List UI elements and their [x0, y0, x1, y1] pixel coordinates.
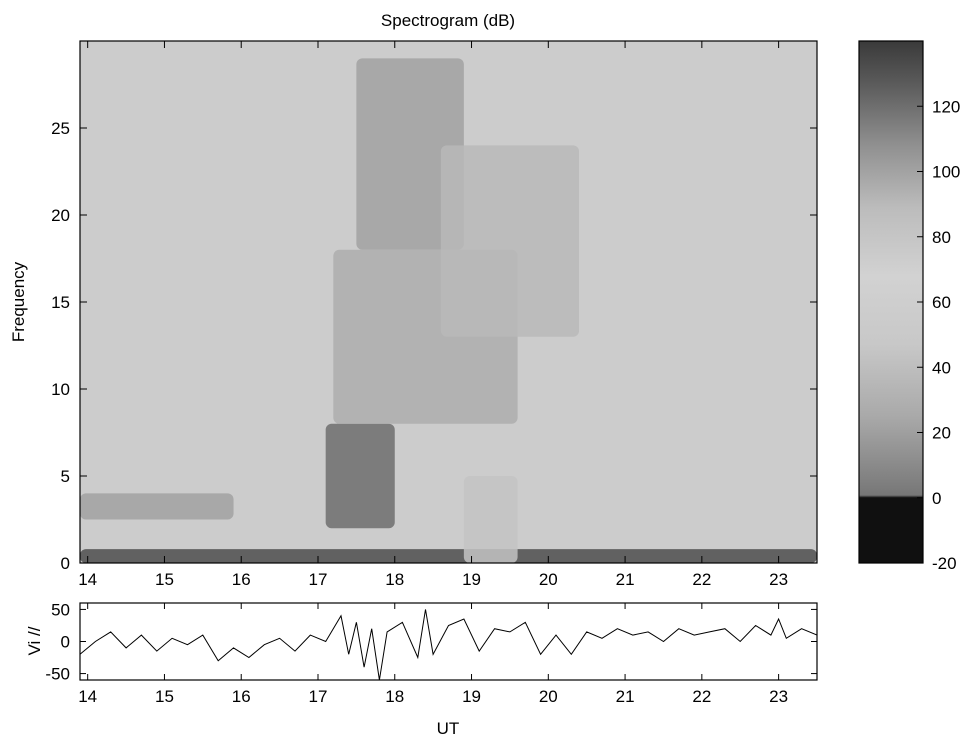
velocity-x-tick-label: 22: [692, 687, 711, 706]
colorbar-tick-label: 80: [932, 228, 951, 247]
y-axis-label-frequency: Frequency: [9, 261, 28, 342]
velocity-y-tick-label: 50: [51, 600, 70, 619]
velocity-x-tick-label: 16: [232, 687, 251, 706]
spectrogram-x-tick-label: 17: [309, 570, 328, 589]
colorbar-tick-label: 0: [932, 489, 941, 508]
velocity-x-tick-label: 23: [769, 687, 788, 706]
colorbar-tick-label: 120: [932, 97, 960, 116]
velocity-x-tick-label: 14: [78, 687, 97, 706]
velocity-x-tick-label: 15: [155, 687, 174, 706]
velocity-x-tick-label: 21: [616, 687, 635, 706]
colorbar-tick-label: 20: [932, 424, 951, 443]
spectrogram-x-tick-label: 23: [769, 570, 788, 589]
colorbar: -20 0 20 40 60 80 100 120: [858, 40, 960, 573]
velocity-x-tick-label: 19: [462, 687, 481, 706]
velocity-x-tick-label: 20: [539, 687, 558, 706]
colorbar-fill: [859, 41, 923, 563]
spectrogram-x-tick-label: 22: [692, 570, 711, 589]
spectrogram-y-tick-label: 25: [51, 119, 70, 138]
velocity-x-tick-label: 17: [309, 687, 328, 706]
spectrogram-y-tick-label: 20: [51, 206, 70, 225]
spectrogram-x-tick-label: 15: [155, 570, 174, 589]
spectrogram-x-tick-label: 20: [539, 570, 558, 589]
velocity-x-tick-label: 18: [385, 687, 404, 706]
vi-series-line: [80, 609, 817, 680]
colorbar-tick-label: 100: [932, 163, 960, 182]
spectrogram-feature: [80, 493, 234, 520]
chart-title: Spectrogram (dB): [381, 11, 515, 30]
x-axis-label-ut: UT: [437, 719, 460, 738]
spectrogram-y-tick-label: 5: [61, 467, 70, 486]
velocity-y-tick-label: 0: [61, 633, 70, 652]
colorbar-tick-label: 60: [932, 293, 951, 312]
colorbar-tick-label: 40: [932, 358, 951, 377]
spectrogram-y-tick-label: 10: [51, 380, 70, 399]
velocity-background: [80, 603, 817, 680]
velocity-panel: 14 15 16 17 18 19 20 21 22 23 -50 0 50 Vi // UT: [25, 600, 818, 738]
spectrogram-x-tick-label: 21: [616, 570, 635, 589]
spectrogram-x-tick-label: 19: [462, 570, 481, 589]
spectrogram-y-tick-label: 0: [61, 554, 70, 573]
spectrogram-feature: [325, 423, 395, 529]
spectrogram-x-tick-label: 16: [232, 570, 251, 589]
spectrogram-y-tick-label: 15: [51, 293, 70, 312]
spectrogram-x-tick-label: 18: [385, 570, 404, 589]
colorbar-tick-label: -20: [932, 554, 957, 573]
spectrogram-feature: [463, 476, 518, 563]
spectrogram-feature: [440, 145, 580, 337]
spectrogram-feature: [80, 549, 817, 563]
velocity-y-tick-label: -50: [45, 665, 70, 684]
spectrogram-x-tick-label: 14: [78, 570, 97, 589]
y-axis-label-vi: Vi //: [25, 626, 44, 655]
spectrogram-panel: 14 15 16 17 18 19 20 21 22 23 0 5 10 15 20 25 Frequenc…: [9, 40, 818, 589]
spectrogram-feature: [356, 58, 464, 250]
